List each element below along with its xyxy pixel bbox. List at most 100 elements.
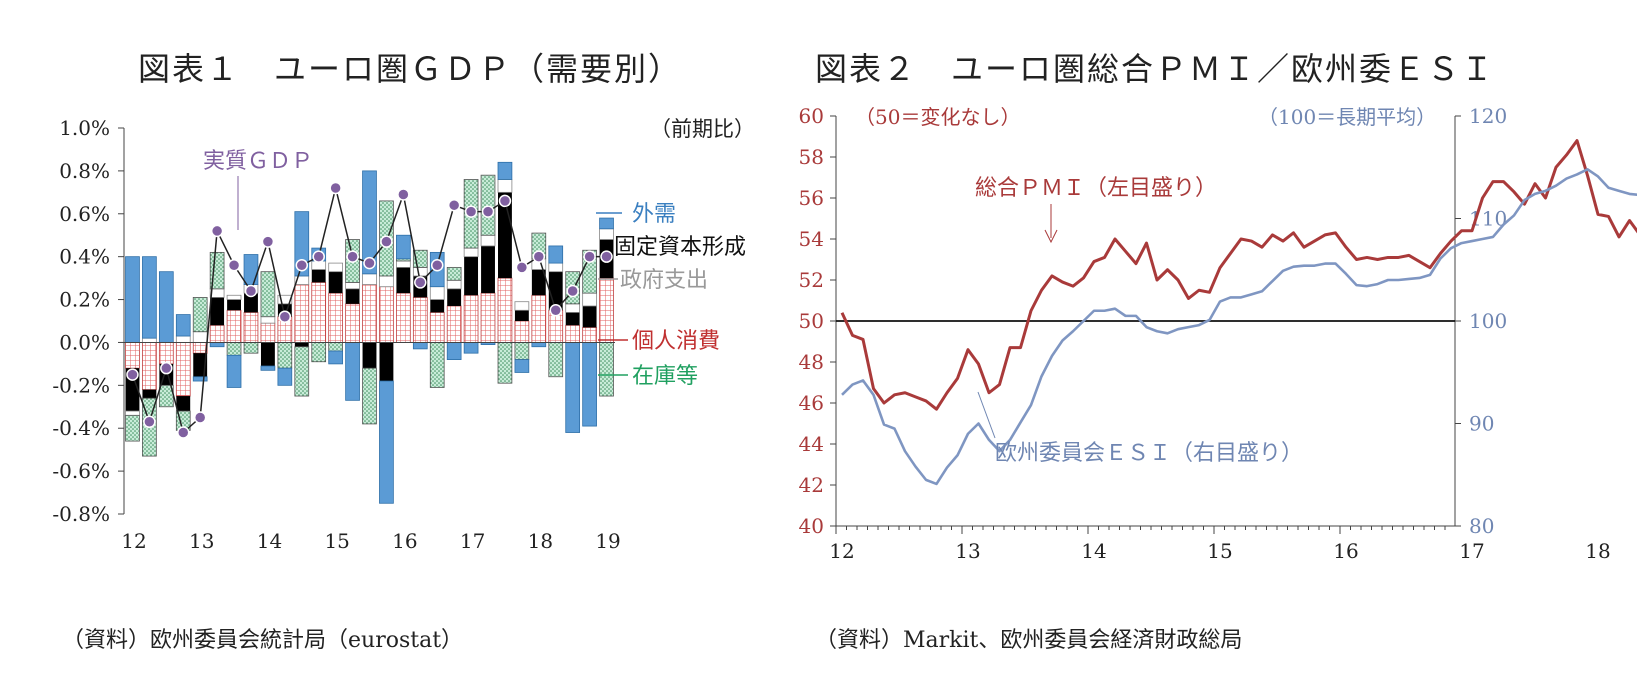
bar-固定資本形成-2013Q2 <box>210 297 225 326</box>
bar-固定資本形成-2015Q2 <box>345 288 360 304</box>
chart2-x-label: 14 <box>1081 539 1106 563</box>
chart2-x-label: 15 <box>1207 539 1232 563</box>
chart2-left-tick-label: 54 <box>799 227 824 251</box>
chart1-y-tick-label: 0.0% <box>59 330 110 354</box>
chart2-left-tick-label: 56 <box>799 186 824 210</box>
chart1-y-tick-label: 0.6% <box>59 202 110 226</box>
chart2-left-tick-label: 40 <box>799 514 824 538</box>
gdp-point-2014Q2 <box>278 310 292 323</box>
chart1-y-tick-label: -0.8% <box>52 502 110 526</box>
bar-外需-2015Q4 <box>379 380 394 504</box>
gdp-point-2015Q3 <box>363 256 376 270</box>
bar-外需-2015Q1 <box>328 350 343 365</box>
bar-固定資本形成-2015Q1 <box>328 271 343 294</box>
gdp-point-2017Q3 <box>498 194 512 208</box>
bar-在庫等-2013Q1 <box>192 297 208 333</box>
chart2-left-tick-label: 58 <box>799 145 824 169</box>
gdp-point-2015Q1 <box>329 181 342 195</box>
bar-外需-2014Q1 <box>260 365 276 371</box>
chart2-x-label: 17 <box>1459 539 1484 563</box>
bar-在庫等-2014Q1 <box>260 271 276 318</box>
gdp-point-2017Q2 <box>481 205 495 218</box>
bar-外需-2017Q3 <box>497 161 513 180</box>
chart2-left-tick-label: 48 <box>799 350 824 374</box>
chart1-x-label: 19 <box>595 529 620 553</box>
bar-外需-2013Q3 <box>226 354 242 388</box>
bar-固定資本形成-2015Q4 <box>379 342 394 382</box>
bar-外需-2012Q4 <box>175 314 191 337</box>
pmi-label: 総合ＰＭＩ（左目盛り） <box>975 176 1217 201</box>
gdp-point-2013Q3 <box>227 258 241 272</box>
gdp-demand-chart: 1.0% 0.8% 0.6% 0.4% 0.2% 0.0% -0.2% -0.4% -0.6% -… <box>52 116 755 553</box>
gdp-point-2014Q4 <box>312 250 325 263</box>
bar-固定資本形成-2017Q2 <box>481 245 495 294</box>
chart2-x-label: 16 <box>1333 539 1358 563</box>
chart1-y-tick-label: 0.8% <box>59 159 110 183</box>
series-line-0 <box>840 139 1637 411</box>
bar-固定資本形成-2014Q1 <box>260 342 275 367</box>
gdp-point-2018Q4 <box>583 250 596 263</box>
bar-外需-2016Q1 <box>396 234 411 260</box>
gdp-label: 実質ＧＤＰ <box>203 149 313 174</box>
legend-government: 政府支出 <box>620 268 708 293</box>
chart1-y-tick-label: -0.2% <box>52 373 110 397</box>
bar-在庫等-2017Q2 <box>480 174 496 236</box>
chart2-left-tick-label: 50 <box>799 309 824 333</box>
gdp-point-2013Q1 <box>193 411 207 424</box>
bar-固定資本形成-2014Q4 <box>311 269 326 283</box>
chart1-y-tick-label: 0.4% <box>59 245 110 269</box>
chart2-source: （資料）Markit、欧州委員会経済財政総局 <box>815 628 1243 653</box>
series-line-1 <box>841 168 1637 486</box>
chart2-right-tick-label: 90 <box>1469 412 1494 436</box>
bar-外需-2013Q1 <box>192 376 208 382</box>
gdp-point-2014Q1 <box>261 235 275 248</box>
bar-外需-2015Q3 <box>362 170 377 275</box>
chart2-right-tick-label: 120 <box>1469 104 1507 128</box>
gdp-point-2018Q2 <box>549 304 562 317</box>
bar-固定資本形成-2018Q3 <box>565 312 580 326</box>
pmi-arrow <box>1044 229 1058 244</box>
bar-政府支出-2013Q3 <box>226 294 242 300</box>
legend-inventory: 在庫等 <box>632 364 698 389</box>
chart1-title: 図表１ ユーロ圏ＧＤＰ（需要別） <box>138 50 683 88</box>
gdp-point-2012Q2 <box>143 415 156 429</box>
gdp-point-2016Q4 <box>447 198 461 212</box>
gdp-point-2013Q2 <box>210 224 224 238</box>
bar-固定資本形成-2016Q3 <box>430 299 445 313</box>
chart2-title: 図表２ ユーロ圏総合ＰＭＩ／欧州委ＥＳＩ <box>815 50 1496 88</box>
gdp-point-2016Q2 <box>414 276 427 289</box>
gdp-point-2013Q4 <box>244 284 258 298</box>
gdp-point-2016Q1 <box>397 188 410 201</box>
chart1-x-label: 13 <box>189 529 214 553</box>
chart2-left-tick-label: 52 <box>799 268 824 292</box>
right-axis-note: （100＝長期平均） <box>1258 105 1436 129</box>
bar-外需-2019Q1 <box>599 217 614 230</box>
bar-固定資本形成-2014Q3 <box>294 342 309 347</box>
bar-固定資本形成-2015Q3 <box>362 342 377 369</box>
gdp-point-2015Q2 <box>346 250 359 263</box>
bar-在庫等-2014Q3 <box>294 346 310 397</box>
gdp-point-2012Q4 <box>177 426 190 439</box>
chart2-x-label: 12 <box>829 539 854 563</box>
bar-在庫等-2012Q1 <box>125 414 140 442</box>
bar-在庫等-2015Q3 <box>362 367 377 425</box>
bar-固定資本形成-2012Q2 <box>142 389 157 399</box>
chart1-y-tick-label: 1.0% <box>59 116 110 140</box>
legend-fixed-capital: 固定資本形成 <box>614 235 746 260</box>
bar-固定資本形成-2017Q1 <box>464 256 479 296</box>
chart2-left-tick-label: 42 <box>799 473 824 497</box>
bar-固定資本形成-2013Q4 <box>244 293 258 313</box>
bar-外需-2017Q4 <box>514 359 530 373</box>
bar-政府支出-2017Q4 <box>514 301 530 311</box>
bar-固定資本形成-2013Q1 <box>193 353 208 377</box>
bar-固定資本形成-2018Q4 <box>582 305 597 328</box>
chart2-right-tick-label: 80 <box>1469 514 1494 538</box>
chart1-unit-note: （前期比） <box>650 117 755 141</box>
gdp-point-2015Q4 <box>380 235 393 248</box>
chart2-left-tick-label: 46 <box>799 391 824 415</box>
gdp-point-2016Q3 <box>430 258 444 272</box>
chart1-x-label: 14 <box>257 529 282 553</box>
bar-固定資本形成-2013Q3 <box>227 299 241 311</box>
gdp-point-2018Q3 <box>566 284 579 298</box>
gdp-point-2018Q1 <box>532 250 546 263</box>
